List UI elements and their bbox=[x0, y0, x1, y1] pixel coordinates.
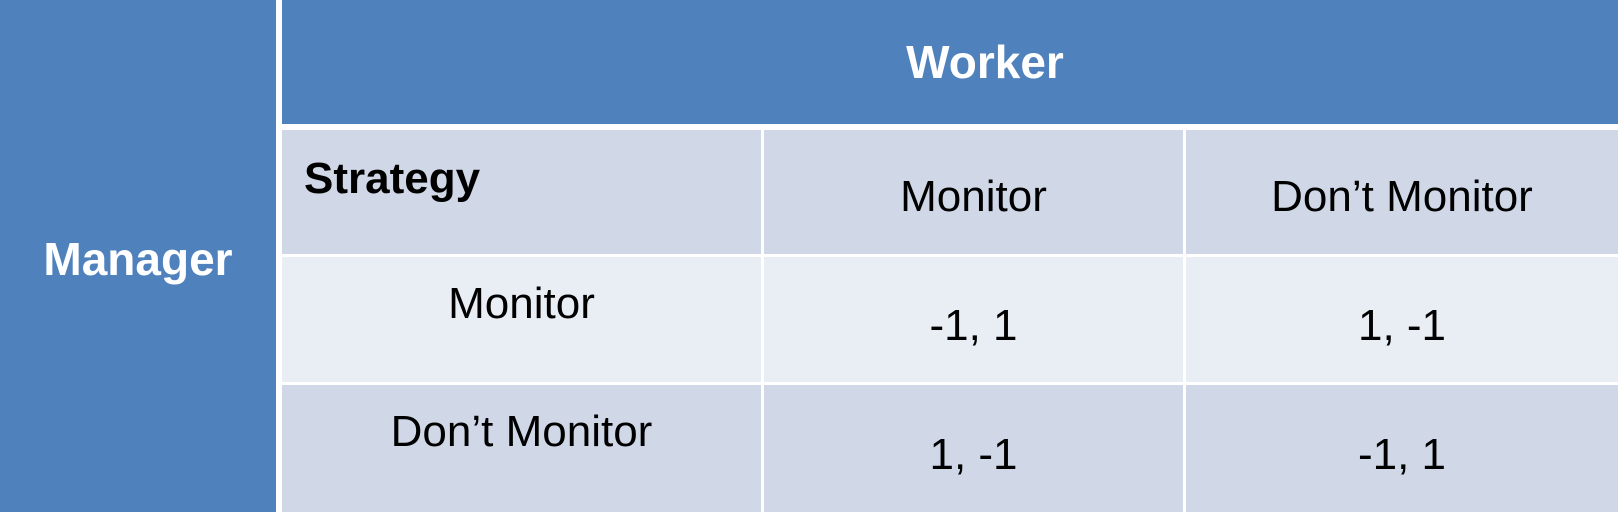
payoff-cell: -1, 1 bbox=[1186, 385, 1618, 512]
row-player-label: Manager bbox=[0, 0, 276, 512]
row-header-dont-monitor: Don’t Monitor bbox=[282, 385, 761, 512]
payoff-cell: 1, -1 bbox=[764, 385, 1183, 512]
payoff-cell: -1, 1 bbox=[764, 257, 1183, 382]
column-header-dont-monitor: Don’t Monitor bbox=[1186, 130, 1618, 254]
column-header-monitor: Monitor bbox=[764, 130, 1183, 254]
strategy-header: Strategy bbox=[282, 130, 761, 254]
row-header-monitor: Monitor bbox=[282, 257, 761, 382]
payoff-cell: 1, -1 bbox=[1186, 257, 1618, 382]
column-player-label: Worker bbox=[282, 0, 1618, 124]
